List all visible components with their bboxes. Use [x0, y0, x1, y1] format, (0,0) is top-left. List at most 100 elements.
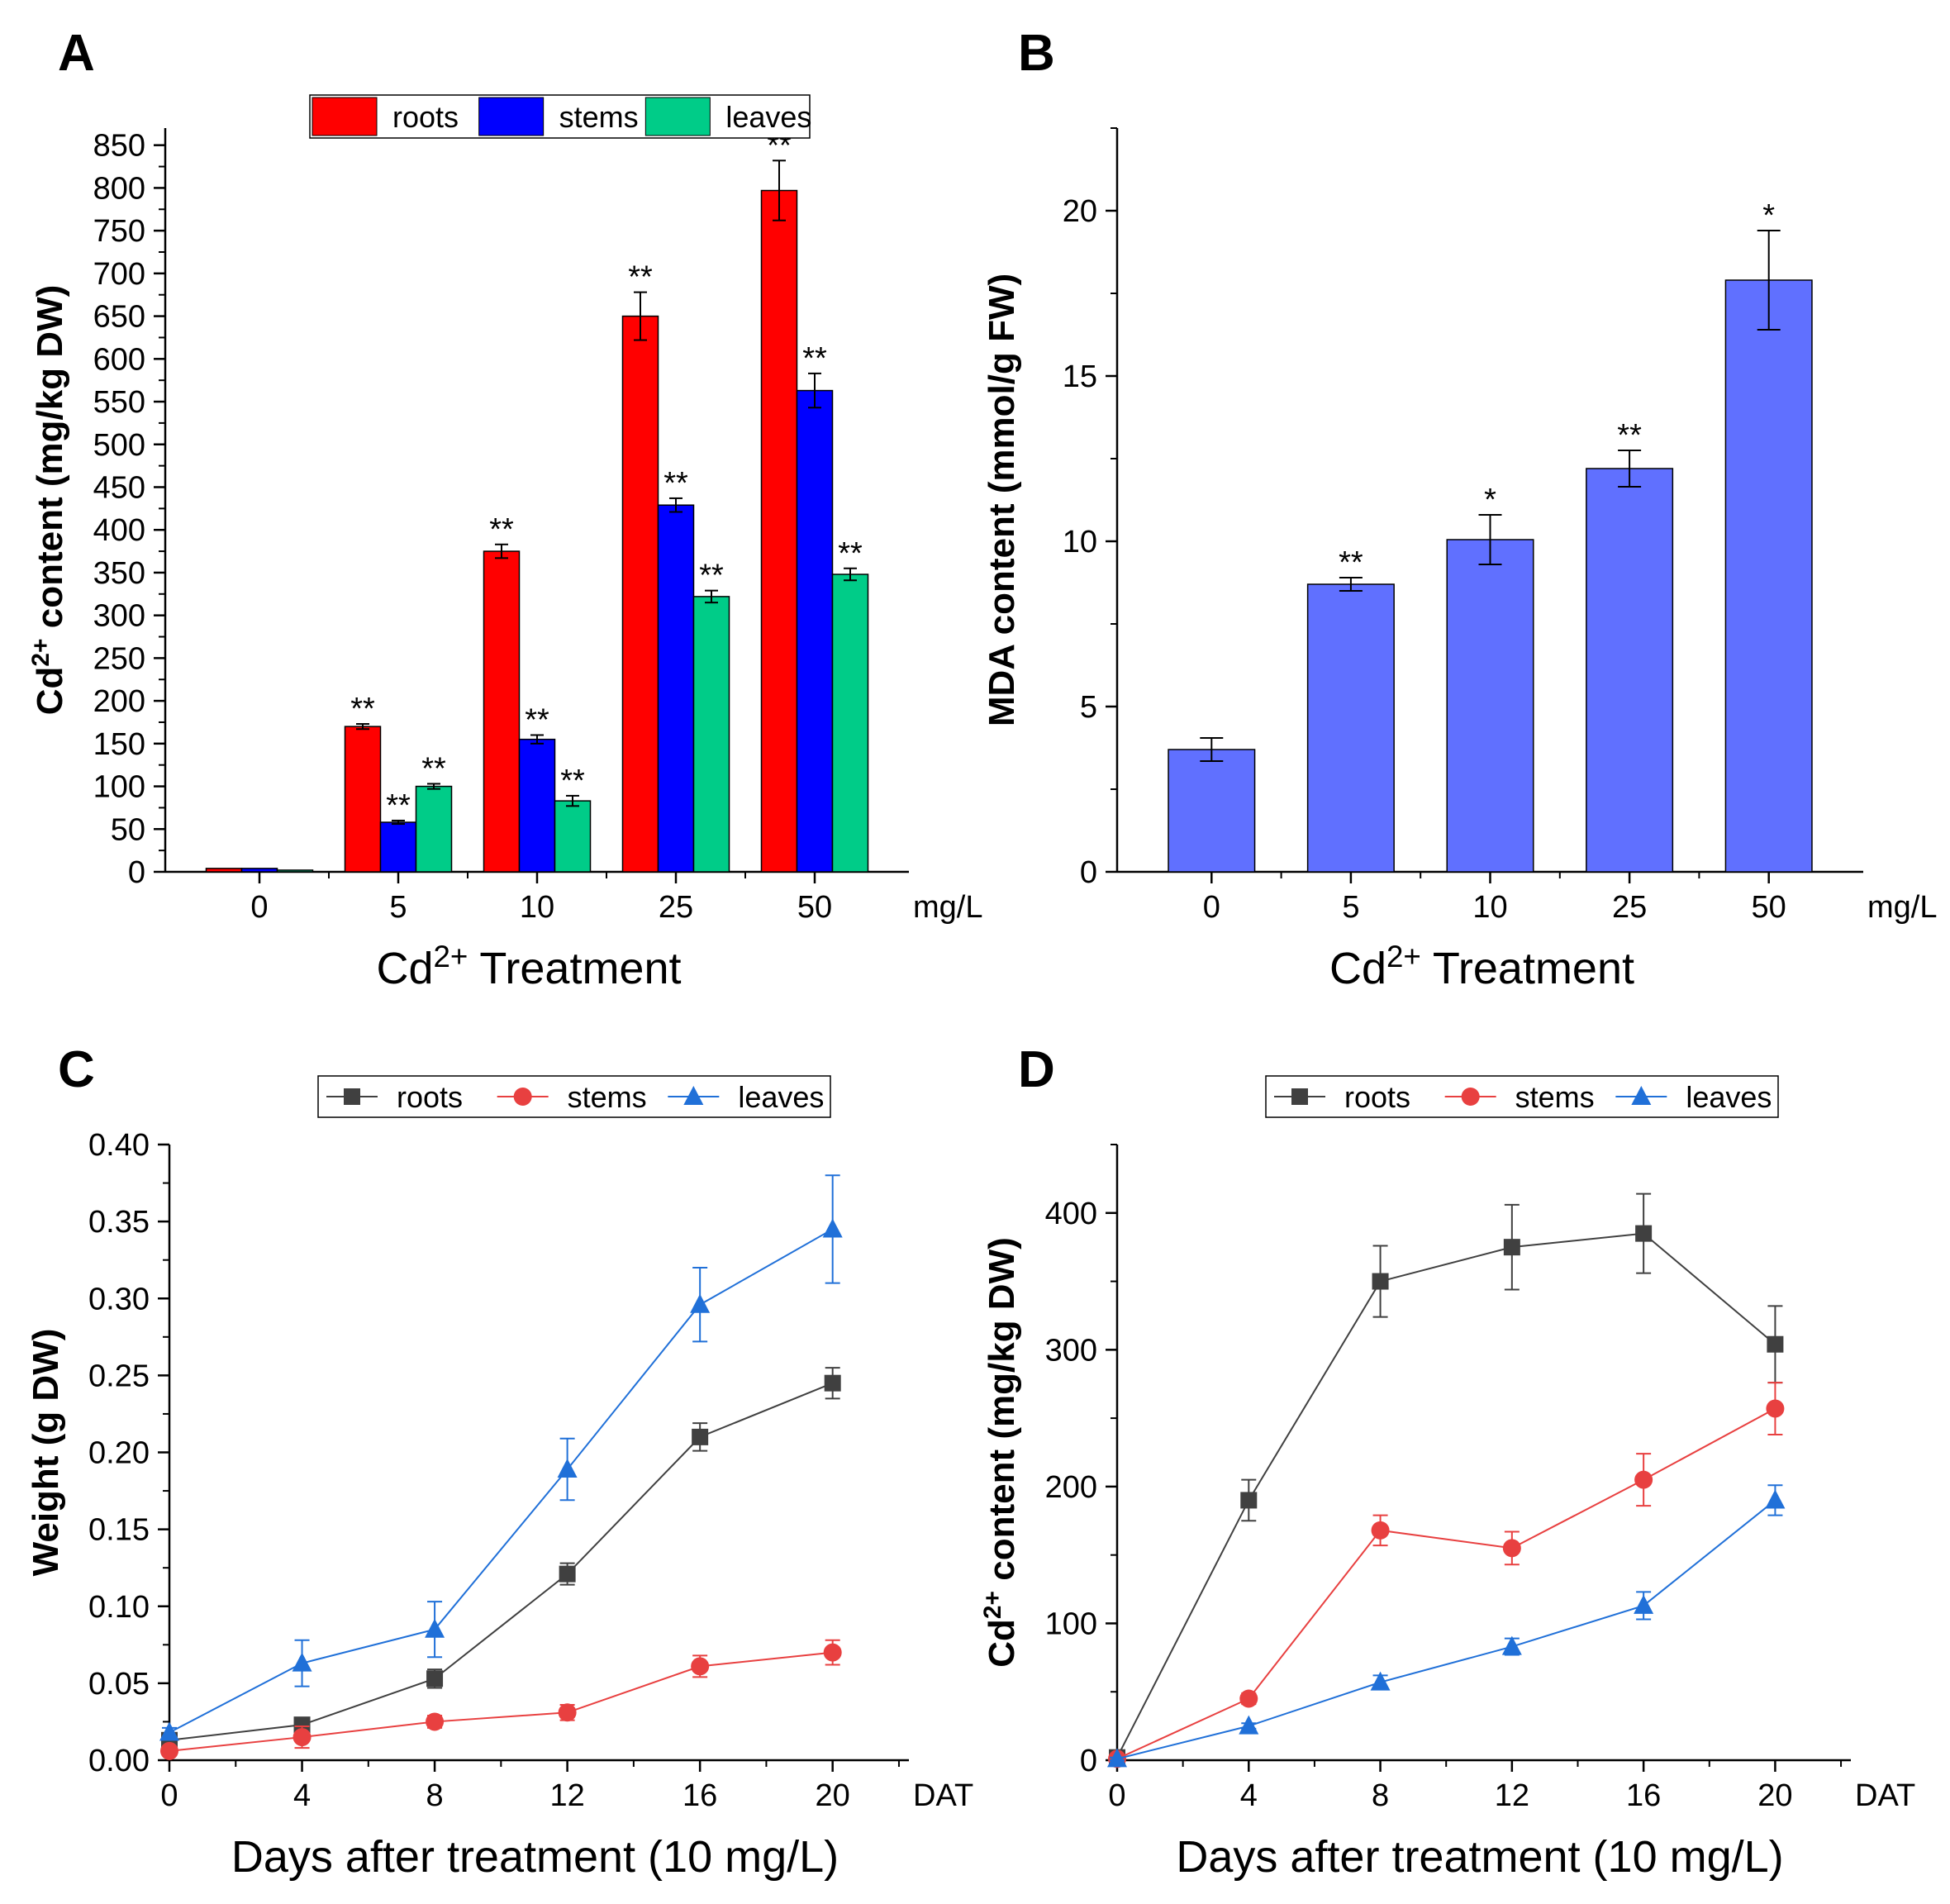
legend-box [1265, 1075, 1779, 1118]
data-point-stems [823, 1643, 842, 1662]
panel-c: C 0.00 0.05 0.10 0.15 0.20 0.25 0.30 0.35 0.40 Wei… [26, 1041, 973, 1882]
significance-label: ** [838, 536, 863, 571]
legend-swatch-roots [312, 97, 378, 136]
data-point-leaves [159, 1721, 179, 1741]
significance-label: ** [628, 260, 653, 295]
y-tick-label: 100 [1045, 1606, 1097, 1641]
error-bar [1200, 737, 1224, 762]
x-tick-label: 16 [682, 1778, 717, 1813]
legend-marker-stems [513, 1088, 532, 1106]
legend-marker-stems [1461, 1088, 1480, 1106]
x-tick-label: 5 [389, 890, 407, 925]
series-roots [161, 1367, 841, 1749]
x-tick-label: 4 [1240, 1778, 1258, 1813]
series-stems [160, 1639, 842, 1760]
legend-swatch-leaves [644, 97, 711, 136]
y-tick-label: 0.00 [88, 1744, 150, 1778]
data-point-stems [1371, 1521, 1390, 1540]
x-tick-label: 50 [797, 890, 832, 925]
significance-label: ** [350, 692, 375, 726]
series-line-leaves [169, 1228, 834, 1734]
data-point-leaves [1239, 1715, 1259, 1735]
x-tick-label: 50 [1752, 890, 1786, 925]
y-tick-label: 200 [1045, 1470, 1097, 1505]
x-ticks: 0 4 8 12 16 20 [1108, 1760, 1843, 1813]
data-point-roots [1503, 1239, 1520, 1256]
y-tick-label: 200 [93, 684, 145, 719]
legend-label-stems: stems [1515, 1080, 1595, 1114]
error-bar [392, 819, 405, 826]
legend-label-roots: roots [397, 1080, 463, 1114]
significance-label: * [1762, 198, 1775, 233]
legend-label-stems: stems [559, 100, 639, 134]
series [159, 1174, 843, 1760]
data-point-stems [558, 1703, 577, 1722]
y-ticks: 0 100 200 300 400 [1045, 1144, 1117, 1778]
significance-label: ** [1617, 418, 1642, 453]
y-tick-label: 15 [1063, 359, 1097, 394]
error-bar [1757, 230, 1781, 331]
data-point-leaves [1501, 1635, 1522, 1655]
data-point-roots [1635, 1225, 1653, 1242]
y-tick-label: 0.35 [88, 1205, 150, 1240]
series-line-roots [169, 1382, 834, 1741]
bar-mda [1306, 583, 1395, 873]
x-tick-label: 5 [1342, 890, 1359, 925]
x-tick-label: 0 [1108, 1778, 1125, 1813]
y-tick-label: 10 [1063, 525, 1097, 559]
series-roots [1109, 1192, 1784, 1766]
bar-stems [518, 738, 556, 873]
data-point-stems [426, 1712, 445, 1731]
y-ticks: 0.00 0.05 0.10 0.15 0.20 0.25 0.30 0.35 0.40 [88, 1128, 169, 1778]
data-point-roots [293, 1716, 311, 1734]
significance-label: ** [802, 341, 827, 376]
data-point-stems [292, 1728, 312, 1747]
legend-marker-leaves [1631, 1086, 1652, 1105]
data-point-leaves [557, 1458, 578, 1478]
bar-roots [621, 315, 659, 873]
x-ticks: 0 5 10 25 50 [1203, 872, 1786, 925]
legend-label-leaves: leaves [738, 1080, 824, 1114]
error-bar [1618, 450, 1642, 488]
series-leaves [159, 1174, 843, 1741]
data-point-stems [1634, 1470, 1653, 1489]
y-tick-label: 150 [93, 727, 145, 762]
x-unit-label: mg/L [1867, 890, 1937, 925]
y-axis-title-group: Cd2+ content (mg/kg DW) [979, 1237, 1023, 1668]
error-bar [495, 543, 508, 559]
x-tick-label: 16 [1626, 1778, 1661, 1813]
data-point-roots [1767, 1335, 1784, 1353]
y-tick-label: 0.10 [88, 1590, 150, 1625]
data-point-roots [1240, 1492, 1258, 1509]
y-tick-label: 5 [1080, 690, 1097, 725]
bars: ****** [1168, 198, 1813, 873]
x-axis-title: Cd2+ Treatment [1329, 940, 1634, 994]
bar-stems [657, 504, 695, 873]
panel-a: A050100150200250300350400450500550600650… [27, 25, 983, 993]
error-bar [705, 589, 718, 604]
bar-stems [240, 868, 278, 873]
bar-mda [1724, 279, 1813, 873]
panel-letter-c: C [58, 1041, 95, 1098]
bar-mda [1586, 468, 1674, 873]
x-tick-label: 20 [1757, 1778, 1792, 1813]
significance-label: ** [421, 751, 446, 786]
x-tick-label: 25 [1612, 890, 1647, 925]
error-bar [844, 567, 857, 582]
y-axis-title: Weight (g DW) [26, 1329, 66, 1577]
data-point-roots [1372, 1273, 1389, 1290]
panel-letter-b: B [1018, 25, 1055, 82]
y-tick-label: 300 [93, 599, 145, 634]
y-axis-title-group: Weight (g DW) [26, 1329, 66, 1577]
y-tick-label: 0.05 [88, 1667, 150, 1702]
significance-label: ** [699, 559, 724, 593]
x-tick-label: 4 [293, 1778, 311, 1813]
panel-letter-d: D [1018, 1041, 1055, 1098]
y-tick-label: 0.30 [88, 1282, 150, 1316]
y-axis-title: MDA content (mmol/g FW) [982, 274, 1022, 726]
data-point-leaves [1634, 1594, 1654, 1614]
legend-marker-roots [1291, 1088, 1308, 1105]
legend-label-roots: roots [392, 100, 459, 134]
series-line-stems [169, 1651, 833, 1752]
